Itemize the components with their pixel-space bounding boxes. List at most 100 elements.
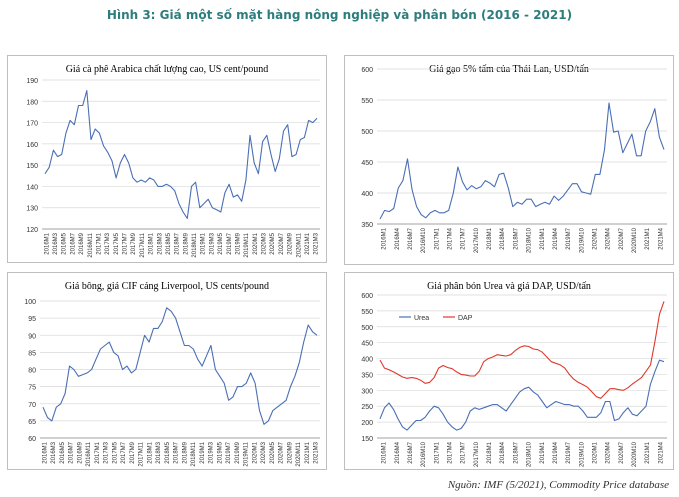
fertilizer-chart-panel: Giá phân bón Urea và giá DAP, USD/tấn 15…	[344, 272, 674, 470]
x-tick-label: 2018M9	[182, 441, 188, 463]
y-tick-label: 300	[361, 388, 373, 395]
x-tick-label: 2017M1	[95, 441, 101, 463]
y-tick-label: 150	[361, 436, 373, 443]
legend-label: DAP	[458, 315, 473, 322]
y-tick-label: 250	[361, 404, 373, 411]
x-tick-label: 2017M10	[474, 441, 480, 467]
x-tick-label: 2019M10	[579, 441, 585, 467]
x-tick-label: 2017M4	[448, 227, 454, 249]
x-tick-label: 2019M7	[566, 441, 572, 463]
x-tick-label: 2021M3	[314, 232, 320, 254]
y-tick-label: 600	[361, 293, 373, 300]
y-tick-label: 450	[361, 341, 373, 348]
x-tick-label: 2017M4	[448, 441, 454, 463]
x-tick-label: 2021M1	[305, 232, 311, 254]
y-tick-label: 350	[361, 372, 373, 379]
x-tick-label: 2020M3	[261, 441, 267, 463]
x-tick-label: 2018M7	[174, 441, 180, 463]
y-tick-label: 60	[28, 436, 36, 443]
x-tick-label: 2020M1	[252, 441, 258, 463]
x-tick-label: 2016M11	[88, 232, 94, 257]
x-tick-label: 2018M5	[166, 232, 172, 254]
y-tick-label: 350	[361, 222, 373, 229]
x-tick-label: 2018M1	[487, 227, 493, 249]
x-tick-label: 2018M11	[191, 441, 197, 466]
x-tick-label: 2021M4	[658, 441, 664, 463]
rice-chart-panel: Giá gạo 5% tấm của Thái Lan, USD/tấn 350…	[344, 55, 674, 265]
x-tick-label: 2020M4	[606, 441, 612, 463]
y-tick-label: 500	[361, 129, 373, 136]
x-tick-label: 2019M1	[200, 441, 206, 463]
y-tick-label: 500	[361, 325, 373, 332]
x-tick-label: 2018M4	[500, 227, 506, 249]
y-tick-label: 190	[26, 78, 38, 85]
y-tick-label: 130	[26, 206, 38, 213]
x-tick-label: 2019M7	[226, 441, 232, 463]
x-tick-label: 2020M7	[619, 441, 625, 463]
coffee-chart-title: Giá cà phê Arabica chất lượng cao, US ce…	[65, 64, 269, 75]
fertilizer-chart-title: Giá phân bón Urea và giá DAP, USD/tấn	[427, 281, 591, 292]
series-line-dap	[379, 301, 665, 399]
x-tick-label: 2017M7	[121, 441, 127, 463]
x-tick-label: 2016M5	[62, 232, 68, 254]
x-tick-label: 2019M11	[244, 441, 250, 466]
y-tick-label: 65	[28, 419, 36, 426]
x-tick-label: 2016M4	[395, 227, 401, 249]
x-tick-label: 2019M10	[579, 227, 585, 253]
x-tick-label: 2017M11	[140, 232, 146, 257]
x-tick-label: 2016M7	[408, 441, 414, 463]
x-tick-label: 2016M10	[421, 441, 427, 467]
x-tick-label: 2020M11	[296, 232, 302, 257]
x-tick-label: 2016M11	[86, 441, 92, 466]
x-tick-label: 2018M10	[527, 227, 533, 253]
x-tick-label: 2019M3	[209, 441, 215, 463]
page-title: Hình 3: Giá một số mặt hàng nông nghiệp …	[106, 8, 573, 22]
x-tick-label: 2017M7	[123, 232, 129, 254]
x-tick-label: 2019M1	[540, 227, 546, 249]
x-tick-label: 2016M10	[421, 227, 427, 253]
x-tick-label: 2016M3	[51, 441, 57, 463]
x-tick-label: 2020M1	[593, 441, 599, 463]
x-tick-label: 2019M11	[244, 232, 250, 257]
y-tick-label: 170	[26, 121, 38, 128]
x-tick-label: 2016M4	[395, 441, 401, 463]
source-note: Nguồn: IMF (5/2021), Commodity Price dat…	[447, 479, 669, 491]
x-tick-label: 2021M1	[645, 227, 651, 249]
x-tick-label: 2018M4	[500, 441, 506, 463]
x-tick-label: 2016M7	[69, 441, 75, 463]
fertilizer-chart: 150 200 250 300 350 400 450 500 550 600 2016M1 2016…	[361, 293, 667, 467]
x-tick-label: 2018M10	[527, 441, 533, 467]
coffee-chart-panel: Giá cà phê Arabica chất lượng cao, US ce…	[7, 55, 327, 263]
legend-label: Urea	[414, 315, 429, 322]
x-tick-label: 2017M1	[434, 441, 440, 463]
x-tick-label: 2017M1	[434, 227, 440, 249]
x-tick-label: 2020M4	[606, 227, 612, 249]
cotton-chart-panel: Giá bông, giá CIF cảng Liverpool, US cen…	[7, 272, 327, 470]
x-tick-label: 2019M9	[235, 232, 241, 254]
x-tick-label: 2016M7	[70, 232, 76, 254]
x-tick-label: 2020M11	[296, 441, 302, 466]
x-tick-label: 2020M5	[270, 232, 276, 254]
x-tick-label: 2017M1	[96, 232, 102, 254]
x-tick-label: 2018M9	[183, 232, 189, 254]
x-tick-label: 2017M10	[474, 227, 480, 253]
y-tick-label: 85	[28, 350, 36, 357]
x-tick-label: 2016M1	[44, 232, 50, 254]
x-tick-label: 2016M7	[408, 227, 414, 249]
rice-chart-title: Giá gạo 5% tấm của Thái Lan, USD/tấn	[429, 64, 589, 75]
rice-chart: 350 400 450 500 550 600 2016M1 2016M4 2016M7 2016…	[361, 67, 667, 253]
x-tick-label: 2018M11	[192, 232, 198, 257]
x-tick-label: 2021M4	[658, 227, 664, 249]
y-tick-label: 160	[26, 142, 38, 149]
x-tick-label: 2020M5	[270, 441, 276, 463]
x-tick-label: 2018M7	[513, 441, 519, 463]
y-tick-label: 600	[361, 67, 373, 74]
series-line-urea	[379, 359, 665, 431]
x-tick-label: 2021M1	[305, 441, 311, 463]
x-tick-label: 2020M10	[632, 227, 638, 253]
x-tick-label: 2016M1	[382, 441, 388, 463]
x-tick-label: 2018M3	[156, 441, 162, 463]
y-tick-label: 75	[28, 385, 36, 392]
x-tick-label: 2019M1	[201, 232, 207, 254]
x-tick-label: 2019M5	[217, 441, 223, 463]
